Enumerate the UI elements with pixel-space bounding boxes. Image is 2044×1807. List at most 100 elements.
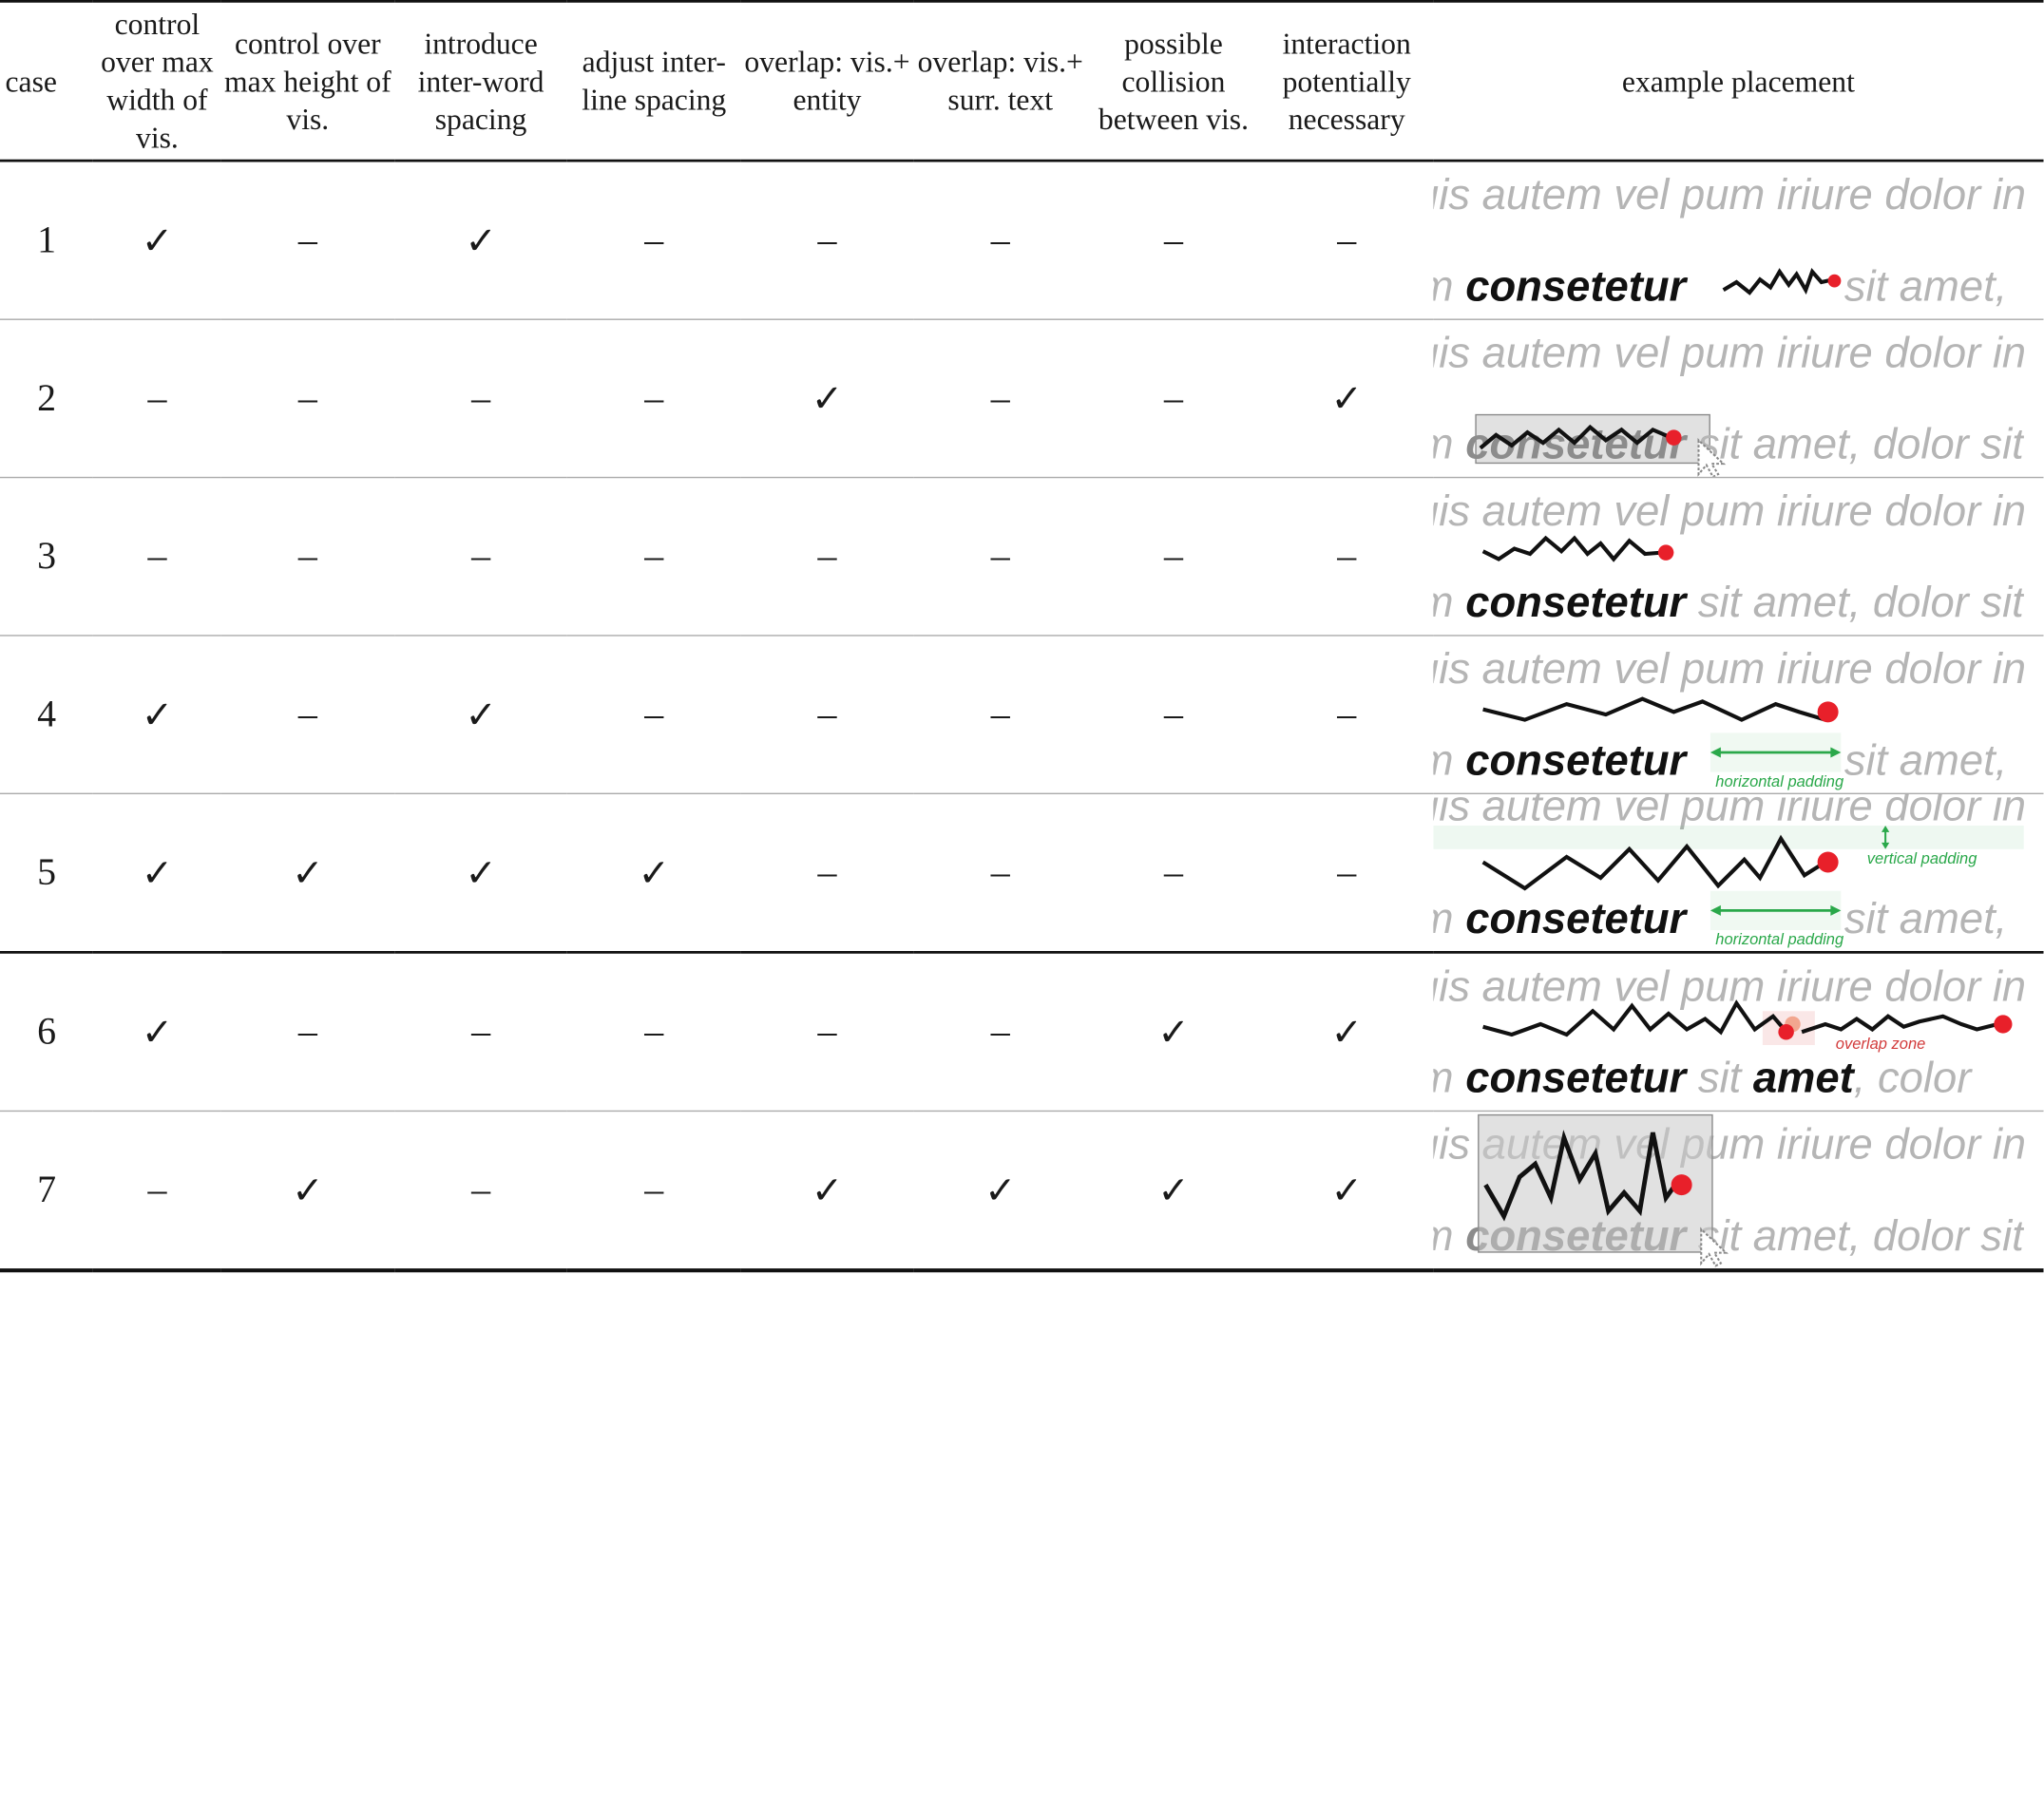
header-inter-line: adjust inter-line spacing xyxy=(567,0,741,162)
sparkline-endpoint xyxy=(1827,274,1842,288)
table-row: 4 ✓ – ✓ – – – – – uis autem vel pum iriu… xyxy=(0,635,2044,794)
mark-cell: – xyxy=(567,1111,741,1273)
example-line1: uis autem vel pum iriure dolor in xyxy=(1433,961,2024,1010)
mark-cell: – xyxy=(1260,793,1434,954)
mark-cell: ✓ xyxy=(567,793,741,954)
mouse-cursor-icon xyxy=(1697,437,1727,477)
sparkline xyxy=(1482,999,1794,1040)
vertical-padding-band xyxy=(1433,826,2024,849)
example-prefix: m xyxy=(1433,1053,1465,1101)
case-number: 2 xyxy=(0,319,94,479)
example-cell: uis autem vel pum iriure dolor in m cons… xyxy=(1433,161,2044,320)
example-keyword: consetetur xyxy=(1465,577,1687,626)
mark-cell: – xyxy=(1086,793,1261,954)
example-line2: m consetetur sit amet, xyxy=(1433,261,2007,311)
example-placement: uis autem vel pum iriure dolor in m cons… xyxy=(1433,637,2024,792)
table-row: 2 – – – – ✓ – – ✓ uis autem vel pum iriu… xyxy=(0,319,2044,479)
mark-cell: ✓ xyxy=(1260,319,1434,479)
sparkline-endpoint xyxy=(1778,1024,1794,1040)
sparkline-endpoint xyxy=(1817,701,1839,723)
example-second-keyword: amet xyxy=(1752,1053,1854,1102)
sparkline xyxy=(1483,1130,1692,1222)
mark-cell: ✓ xyxy=(93,635,221,794)
example-rest: sit amet, xyxy=(1832,735,2008,784)
header-case: case xyxy=(0,0,94,162)
mark-cell: – xyxy=(567,319,741,479)
mark-cell: – xyxy=(93,477,221,637)
header-max-width: control over max width of vis. xyxy=(93,0,221,162)
mark-cell: – xyxy=(393,1111,568,1273)
header-inter-word: introduce inter-word spacing xyxy=(393,0,568,162)
vertical-padding-label: vertical padding xyxy=(1866,848,1977,867)
example-tail: , color xyxy=(1853,1053,1972,1102)
mark-cell: ✓ xyxy=(1086,1111,1261,1273)
example-prefix: m xyxy=(1433,578,1465,626)
mark-cell: – xyxy=(740,635,914,794)
example-prefix: m xyxy=(1433,261,1465,310)
table-row: 1 ✓ – ✓ – – – – – uis autem vel pum iriu… xyxy=(0,161,2044,320)
example-cell: uis autem vel pum iriure dolor in m cons… xyxy=(1433,952,2044,1113)
overlap-zone-label: overlap zone xyxy=(1835,1035,1926,1054)
case-number: 1 xyxy=(0,161,94,320)
mark-cell: – xyxy=(1086,477,1261,637)
header-row: case control over max width of vis. cont… xyxy=(0,0,2044,162)
mark-cell: ✓ xyxy=(220,793,394,954)
mark-cell: – xyxy=(220,161,394,320)
example-line1: uis autem vel pum iriure dolor in xyxy=(1433,485,2024,535)
mark-cell: – xyxy=(393,319,568,479)
header-interaction: interaction potentially necessary xyxy=(1260,0,1434,162)
mark-cell: – xyxy=(93,1111,221,1273)
mark-cell: ✓ xyxy=(1086,952,1261,1113)
example-cell: uis autem vel pum iriure dolor in m cons… xyxy=(1433,477,2044,637)
mark-cell: – xyxy=(393,477,568,637)
example-keyword: consetetur xyxy=(1465,893,1687,942)
sparkline xyxy=(1479,424,1682,450)
example-prefix: m xyxy=(1433,894,1465,942)
example-keyword: consetetur xyxy=(1465,1053,1687,1102)
sparkline xyxy=(1722,267,1842,295)
table-row: 7 – ✓ – – ✓ ✓ ✓ ✓ uis autem vel pum iriu… xyxy=(0,1111,2044,1273)
example-rest: sit amet, dolor sit xyxy=(1686,1210,2024,1260)
example-cell: uis autem vel pum iriure dolor in vertic… xyxy=(1433,793,2044,954)
horizontal-padding-arrow xyxy=(1710,890,1842,930)
second-sparkline xyxy=(1801,1014,2013,1035)
mark-cell: – xyxy=(913,952,1087,1113)
example-line2: m consetetur sit amet, xyxy=(1433,894,2007,943)
mark-cell: – xyxy=(220,952,394,1113)
mark-cell: – xyxy=(1086,161,1261,320)
example-line2: m consetetur sit amet, xyxy=(1433,735,2007,785)
mouse-cursor-icon xyxy=(1700,1227,1729,1267)
case-number: 3 xyxy=(0,477,94,637)
mark-cell: ✓ xyxy=(1260,952,1434,1113)
mark-cell: – xyxy=(1086,319,1261,479)
mark-cell: ✓ xyxy=(393,161,568,320)
sparkline-endpoint xyxy=(1817,851,1839,873)
example-placement: uis autem vel pum iriure dolor in m cons… xyxy=(1433,1112,2024,1267)
sparkline-endpoint xyxy=(1657,544,1674,561)
example-prefix: m xyxy=(1433,419,1465,467)
sparkline-endpoint xyxy=(1666,429,1682,446)
example-rest: sit amet, xyxy=(1832,261,2008,310)
example-line1: uis autem vel pum iriure dolor in xyxy=(1433,169,2024,219)
sparkline xyxy=(1481,834,1839,891)
header-collision: possible collision between vis. xyxy=(1086,0,1261,162)
example-placement: uis autem vel pum iriure dolor in m cons… xyxy=(1433,320,2024,477)
mark-cell: ✓ xyxy=(913,1111,1087,1273)
example-line2: m consetetur sit amet, color xyxy=(1433,1053,1971,1102)
table-row: 5 ✓ ✓ ✓ ✓ – – – – uis autem vel pum iriu… xyxy=(0,793,2044,954)
example-rest: sit amet, dolor sit xyxy=(1686,577,2024,626)
mark-cell: – xyxy=(567,952,741,1113)
example-line2: m consetetur sit amet, dolor sit xyxy=(1433,419,2023,468)
example-line1: uis autem vel pum iriure dolor in xyxy=(1433,643,2024,693)
example-sit: sit xyxy=(1686,1053,1753,1102)
example-line1: uis autem vel pum iriure dolor in xyxy=(1433,794,2024,830)
example-placement: uis autem vel pum iriure dolor in m cons… xyxy=(1433,954,2024,1110)
example-placement: uis autem vel pum iriure dolor in vertic… xyxy=(1433,794,2024,950)
mark-cell: – xyxy=(1260,635,1434,794)
header-overlap-text: overlap: vis.+ surr. text xyxy=(913,0,1087,162)
mark-cell: – xyxy=(913,161,1087,320)
mark-cell: – xyxy=(1260,477,1434,637)
mark-cell: – xyxy=(913,793,1087,954)
mark-cell: – xyxy=(220,319,394,479)
